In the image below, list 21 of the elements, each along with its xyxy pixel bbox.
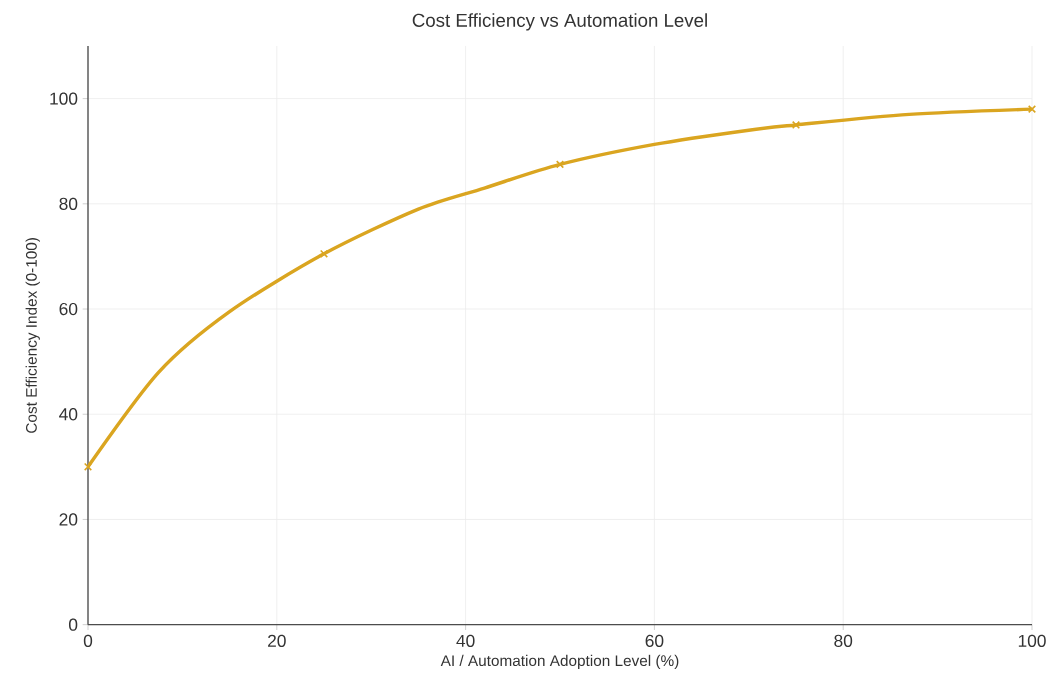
- x-tick-label: 40: [456, 634, 475, 647]
- point: [319, 249, 329, 258]
- point: [1027, 105, 1037, 114]
- point: [83, 462, 93, 471]
- y-tick-label: 40: [59, 408, 78, 421]
- y-tick-label: 60: [59, 302, 78, 316]
- x-tick-label: 60: [645, 634, 664, 647]
- line-series: [88, 107, 1032, 469]
- x-tick-label: 80: [834, 634, 853, 647]
- y-tick-label: 100: [50, 92, 78, 105]
- y-tick-label: 0: [68, 618, 78, 631]
- y-tick-label: 80: [59, 197, 78, 210]
- chart-title: Cost Efficiency vs Automation Level: [412, 13, 707, 31]
- x-tick-label: 0: [83, 634, 93, 647]
- x-tick-label: 20: [268, 634, 286, 647]
- x-tick-label: 100: [1018, 634, 1046, 647]
- x-axis-title: AI / Automation Adoption Level (%): [440, 654, 679, 670]
- point: [791, 120, 801, 130]
- y-tick-label: 20: [59, 513, 78, 526]
- y-axis-title: Cost Efficiency Index (0-100): [25, 238, 40, 433]
- point: [555, 160, 565, 169]
